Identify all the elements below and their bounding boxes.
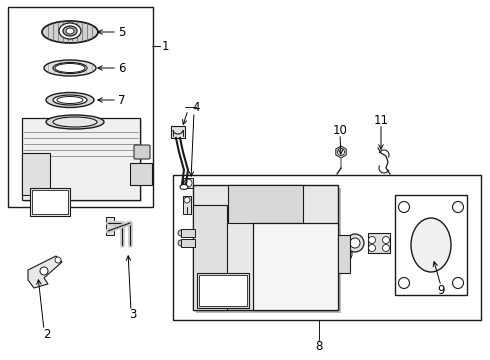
Bar xyxy=(22,153,50,195)
Circle shape xyxy=(383,244,390,252)
Bar xyxy=(196,188,341,313)
FancyBboxPatch shape xyxy=(134,145,150,159)
Circle shape xyxy=(139,168,151,180)
Circle shape xyxy=(36,210,44,216)
Text: 9: 9 xyxy=(437,284,445,297)
Circle shape xyxy=(32,164,40,172)
Bar xyxy=(368,233,390,253)
Circle shape xyxy=(210,298,220,308)
Bar xyxy=(199,275,247,306)
Bar xyxy=(32,190,68,214)
Ellipse shape xyxy=(180,185,188,189)
Text: 4: 4 xyxy=(192,100,200,113)
Ellipse shape xyxy=(57,96,83,104)
Bar xyxy=(395,195,467,295)
Bar xyxy=(193,185,338,310)
Ellipse shape xyxy=(63,26,77,36)
Bar xyxy=(8,7,153,207)
Ellipse shape xyxy=(53,63,87,73)
Bar xyxy=(228,185,303,223)
Circle shape xyxy=(184,179,192,187)
Ellipse shape xyxy=(66,28,74,34)
Text: 11: 11 xyxy=(373,113,389,126)
Text: 10: 10 xyxy=(333,123,347,136)
Circle shape xyxy=(214,230,220,236)
Circle shape xyxy=(214,244,220,250)
Circle shape xyxy=(338,149,344,156)
Circle shape xyxy=(40,267,48,275)
Bar xyxy=(106,217,114,235)
Circle shape xyxy=(201,261,209,269)
Ellipse shape xyxy=(178,240,184,246)
Text: 5: 5 xyxy=(118,26,126,39)
Bar xyxy=(181,229,195,237)
Bar xyxy=(338,235,350,273)
Circle shape xyxy=(32,182,40,190)
Ellipse shape xyxy=(46,93,94,108)
Text: 7: 7 xyxy=(118,94,126,107)
Circle shape xyxy=(201,223,209,231)
Ellipse shape xyxy=(42,21,98,43)
Circle shape xyxy=(33,159,39,165)
Circle shape xyxy=(452,278,464,288)
Text: 2: 2 xyxy=(43,328,51,341)
Ellipse shape xyxy=(44,60,96,76)
Ellipse shape xyxy=(53,117,97,127)
Text: 6: 6 xyxy=(118,62,126,75)
Circle shape xyxy=(201,235,209,243)
Bar xyxy=(22,118,140,200)
Ellipse shape xyxy=(55,63,85,72)
Bar xyxy=(181,239,195,247)
Bar xyxy=(130,163,152,185)
Circle shape xyxy=(201,211,209,219)
Bar xyxy=(30,188,70,216)
Ellipse shape xyxy=(46,115,104,129)
Bar xyxy=(253,223,338,310)
Circle shape xyxy=(336,246,352,262)
Circle shape xyxy=(184,197,190,203)
Circle shape xyxy=(55,257,61,263)
Circle shape xyxy=(452,202,464,212)
Circle shape xyxy=(350,238,360,248)
Bar xyxy=(183,178,193,188)
Text: 3: 3 xyxy=(129,309,137,321)
Text: 1: 1 xyxy=(161,40,169,53)
Ellipse shape xyxy=(53,95,87,105)
Circle shape xyxy=(383,237,390,243)
Text: 8: 8 xyxy=(315,341,323,354)
Ellipse shape xyxy=(178,230,184,236)
Circle shape xyxy=(201,285,209,293)
Circle shape xyxy=(201,273,209,281)
Circle shape xyxy=(68,29,72,33)
Circle shape xyxy=(368,244,375,252)
Circle shape xyxy=(32,190,40,198)
Circle shape xyxy=(32,174,40,182)
Circle shape xyxy=(201,249,209,257)
Bar xyxy=(171,126,185,138)
Circle shape xyxy=(346,234,364,252)
Circle shape xyxy=(214,258,220,264)
Bar xyxy=(197,273,249,308)
Ellipse shape xyxy=(59,23,81,39)
Bar xyxy=(183,196,191,214)
Bar xyxy=(24,120,142,202)
Circle shape xyxy=(368,237,375,243)
Ellipse shape xyxy=(411,218,451,272)
Bar xyxy=(193,205,227,310)
Polygon shape xyxy=(28,256,62,288)
Circle shape xyxy=(398,202,410,212)
Circle shape xyxy=(398,278,410,288)
Bar xyxy=(173,175,481,320)
